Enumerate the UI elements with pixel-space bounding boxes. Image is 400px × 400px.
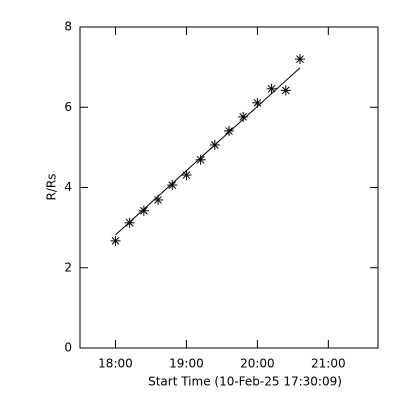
x-tick-label: 19:00 xyxy=(169,357,204,371)
asterisk-stroke xyxy=(253,98,262,107)
asterisk-point xyxy=(294,54,305,65)
asterisk-point xyxy=(224,125,234,136)
asterisk-stroke xyxy=(154,196,162,204)
asterisk-stroke xyxy=(196,155,205,164)
asterisk-stroke xyxy=(239,113,248,121)
asterisk-stroke xyxy=(168,181,177,189)
asterisk-stroke xyxy=(225,127,233,135)
asterisk-stroke xyxy=(111,237,120,245)
asterisk-point xyxy=(195,154,206,165)
y-tick-label: 4 xyxy=(64,180,72,194)
asterisk-point xyxy=(167,180,178,191)
asterisk-point xyxy=(138,205,149,216)
asterisk-point xyxy=(124,217,135,228)
x-tick-label: 18:00 xyxy=(98,357,133,371)
fit-line xyxy=(115,67,301,236)
asterisk-stroke xyxy=(296,55,304,63)
plot-frame xyxy=(79,26,379,349)
asterisk-stroke xyxy=(281,86,290,95)
asterisk-stroke xyxy=(267,84,276,93)
asterisk-point xyxy=(280,85,291,96)
asterisk-point xyxy=(181,170,192,181)
x-axis-label: Start Time (10-Feb-25 17:30:09) xyxy=(148,375,342,389)
asterisk-stroke xyxy=(182,171,191,179)
y-axis-label: R/Rs xyxy=(45,174,59,201)
y-tick-label: 8 xyxy=(64,20,72,34)
asterisk-point xyxy=(110,235,121,246)
y-tick-label: 2 xyxy=(64,260,72,274)
asterisk-stroke xyxy=(140,206,148,215)
y-tick-label: 6 xyxy=(64,100,72,114)
asterisk-point xyxy=(238,111,249,122)
y-tick-label: 0 xyxy=(64,341,72,355)
x-tick-label: 21:00 xyxy=(311,357,346,371)
x-tick-label: 20:00 xyxy=(240,357,275,371)
asterisk-point xyxy=(266,83,277,94)
